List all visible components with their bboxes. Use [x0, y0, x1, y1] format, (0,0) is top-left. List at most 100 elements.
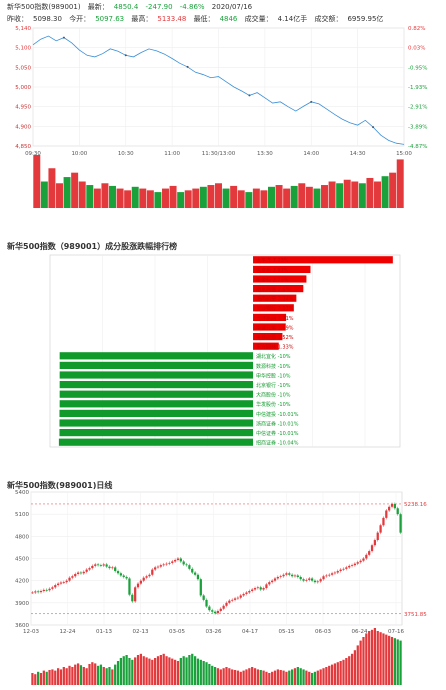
volume-bar	[76, 663, 80, 685]
candle-body	[54, 585, 57, 588]
candle-body	[159, 565, 162, 567]
volume-bar	[102, 667, 105, 685]
ranking-bar	[253, 265, 311, 273]
volume-bar	[342, 659, 345, 685]
y-tick-right: -2.91%	[408, 105, 427, 111]
candle-body	[345, 567, 348, 569]
x-tick-label: 10:00	[71, 151, 87, 157]
volume-bar	[93, 188, 101, 208]
x-tick-label: 02-13	[133, 629, 149, 635]
volume-bar	[359, 640, 362, 685]
ranking-bar	[253, 333, 283, 341]
candle-body	[333, 572, 337, 574]
candle-body	[39, 591, 43, 593]
index-name: 新华500指数(989001)	[7, 3, 81, 11]
ranking-label: 新坐标 2.76%	[256, 276, 289, 283]
volume-bar	[256, 669, 260, 685]
volume-bar	[45, 671, 48, 685]
y-tick-right: -1.93%	[408, 85, 427, 91]
candle-body	[313, 580, 317, 583]
volume-label: 成交量：	[244, 15, 273, 23]
y-tick-right: 0.03%	[408, 46, 425, 52]
volume-bar	[339, 661, 342, 685]
volume-bar	[48, 168, 56, 208]
volume-bar	[305, 186, 313, 208]
candle-body	[99, 565, 103, 566]
ranking-label: 申华控股 -10%	[256, 372, 291, 379]
price-point	[186, 65, 189, 68]
volume-bar	[379, 632, 382, 685]
volume-bar	[199, 659, 202, 685]
candle-body	[51, 587, 54, 589]
candle-body	[353, 563, 357, 566]
volume-bar	[145, 657, 148, 685]
candle-body	[362, 558, 365, 561]
candle-body	[245, 592, 248, 594]
volume-bar	[336, 183, 344, 208]
y-tick-label: 4800	[15, 534, 29, 540]
candle-body	[145, 576, 148, 578]
volume-bar	[283, 188, 291, 208]
candle-body	[228, 600, 231, 603]
candle-body	[396, 508, 399, 515]
y-tick-label: 3600	[15, 623, 29, 629]
volume-bar	[265, 671, 268, 685]
y-tick-right: 0.82%	[408, 26, 425, 32]
volume-bar	[333, 663, 337, 685]
latest-value: 4850.4	[113, 3, 139, 11]
candle-body	[171, 561, 174, 563]
volume-bar	[37, 671, 40, 685]
volume-bar	[62, 667, 65, 685]
ranking-bar	[59, 409, 254, 417]
ranking-bar	[59, 352, 254, 360]
quote-date: 2020/07/16	[211, 3, 253, 11]
price-point	[372, 126, 375, 129]
volume-bar	[296, 667, 299, 685]
volume-bar	[231, 669, 234, 685]
candle-body	[56, 583, 60, 586]
candle-body	[125, 576, 128, 579]
candle-body	[225, 602, 228, 606]
candle-body	[296, 575, 299, 577]
price-point	[62, 36, 65, 39]
prev-close-label: 昨收：	[7, 15, 28, 23]
volume-bar	[54, 670, 57, 685]
candle-body	[262, 588, 265, 590]
ranking-label: 湖北宜化 -10%	[256, 353, 291, 360]
volume-bar	[228, 668, 231, 685]
candle-body	[79, 572, 83, 574]
candle-body	[165, 563, 168, 565]
candle-body	[154, 567, 157, 570]
volume-bar	[169, 185, 177, 208]
candle-body	[85, 569, 88, 572]
daily-title: 新华500指数(989001)日线	[7, 481, 113, 490]
volume-bar	[374, 181, 381, 208]
volume-bar	[388, 635, 391, 685]
candle-body	[188, 565, 191, 569]
candle-body	[322, 576, 325, 580]
ranking-label: 南京熊猫 2.6%	[256, 286, 291, 293]
volume-bar	[288, 670, 291, 685]
volume-bar	[208, 664, 211, 685]
candle-body	[390, 503, 394, 507]
volume-bar	[366, 177, 374, 208]
ranking-label: 大商股份 -10%	[256, 392, 291, 399]
candle-body	[176, 558, 180, 560]
volume-bar	[396, 159, 404, 208]
candle-body	[233, 598, 237, 600]
ranking-bar	[253, 342, 279, 350]
candle-body	[42, 589, 45, 592]
amount-label: 成交额：	[314, 15, 343, 23]
volume-bar	[134, 657, 137, 685]
candle-body	[259, 587, 262, 590]
volume-bar	[39, 673, 43, 685]
volume-bar	[299, 668, 302, 685]
volume-bar	[131, 186, 139, 208]
volume-bar	[68, 665, 71, 685]
ranking-label: 中信建投 -10.01%	[256, 411, 299, 418]
candle-body	[316, 581, 319, 583]
volume-bar	[82, 667, 85, 685]
x-tick-label: 11:00	[164, 151, 180, 157]
volume-bar	[237, 190, 245, 208]
